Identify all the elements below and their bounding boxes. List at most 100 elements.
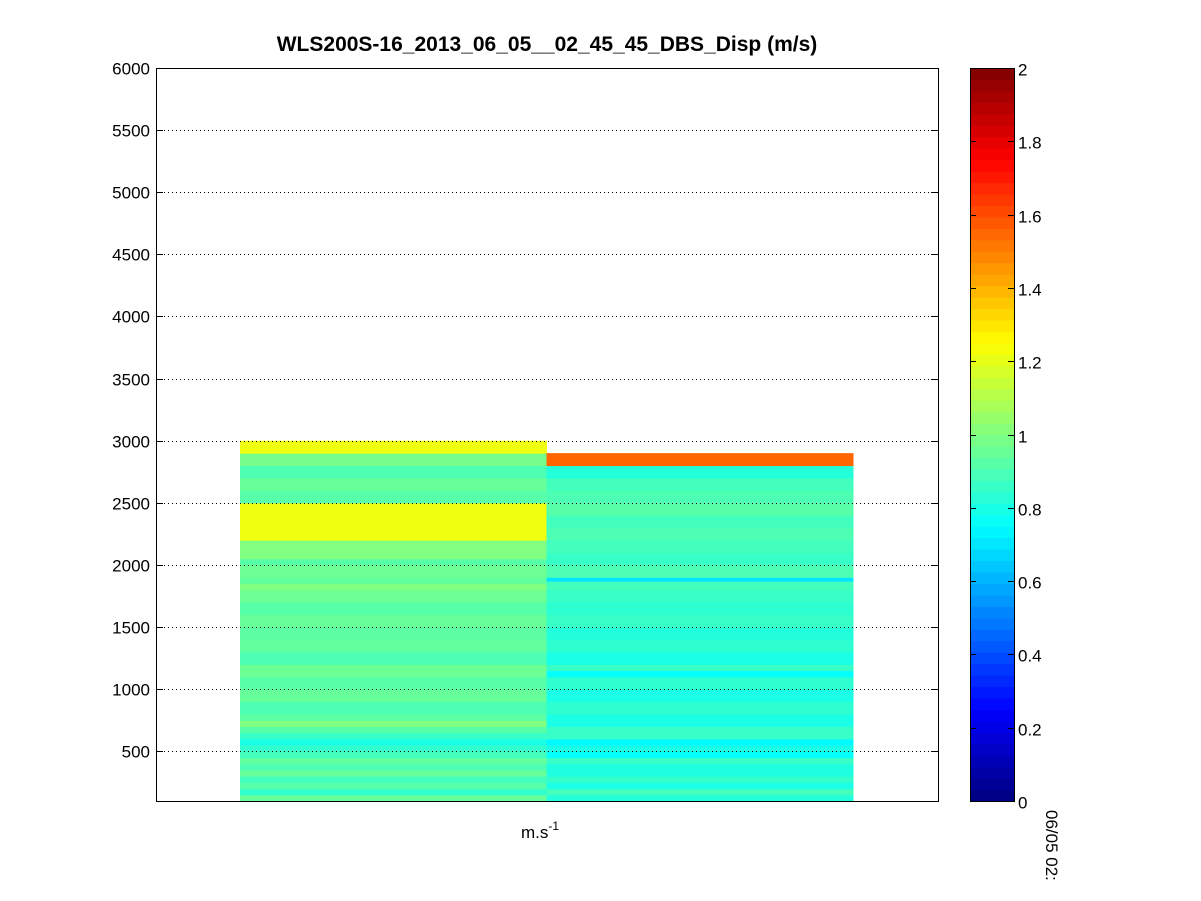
chart-title: WLS200S-16_2013_06_05__02_45_45_DBS_Disp… [277, 33, 818, 56]
heatmap-cell [546, 490, 854, 504]
heatmap-cell [240, 794, 547, 802]
heatmap-cell [546, 477, 854, 491]
heatmap-cell [546, 664, 854, 672]
heatmap-cell [546, 689, 854, 703]
colorbar-swatch [970, 606, 1014, 619]
heatmap-cell [240, 490, 547, 504]
colorbar-swatch [970, 480, 1014, 493]
heatmap-cell [546, 751, 854, 759]
colorbar-swatch [970, 537, 1014, 550]
colorbar-swatch [970, 526, 1014, 539]
colorbar-swatch [970, 411, 1014, 424]
colorbar-swatch [970, 274, 1014, 287]
heatmap-cell [546, 676, 854, 690]
colorbar-swatch [970, 755, 1014, 768]
y-tick-label: 2500 [112, 495, 150, 514]
heatmap-cell [240, 714, 547, 721]
heatmap-cell [240, 738, 547, 746]
y-tick-label: 2000 [112, 557, 150, 576]
heatmap-cell [240, 726, 547, 734]
heatmap-cells [240, 440, 854, 802]
colorbar-swatch [970, 434, 1014, 447]
colorbar-swatch [970, 136, 1014, 149]
heatmap-cell [240, 651, 547, 665]
heatmap-cell [546, 714, 854, 727]
colorbar-swatch [970, 423, 1014, 436]
x-axis-label: m.s-1 [521, 819, 559, 842]
y-tick-label: 5500 [112, 122, 150, 141]
colorbar-tick-label: 0.8 [1018, 501, 1042, 520]
heatmap-cell [546, 589, 854, 603]
colorbar-swatch [970, 193, 1014, 207]
heatmap-cell [240, 763, 547, 771]
colorbar-swatch [970, 239, 1014, 252]
heatmap-cell [240, 502, 547, 541]
x-axis-label-base: m.s [521, 823, 548, 842]
colorbar-swatch [970, 778, 1014, 791]
heatmap-cell [240, 720, 547, 727]
colorbar-tick-label: 1.4 [1018, 281, 1042, 300]
y-tick-label: 5000 [112, 184, 150, 203]
colorbar-swatch [970, 640, 1014, 653]
colorbar-swatch [970, 445, 1014, 459]
colorbar-ticks: 0 0.2 0.4 0.6 0.8 1 1.2 1.4 1.6 1.8 2 [970, 61, 1042, 813]
heatmap-cell [240, 776, 547, 783]
time-label: 06/05 02: [1042, 810, 1061, 881]
colorbar-swatch [970, 148, 1014, 161]
colorbar-swatch [970, 125, 1014, 138]
colorbar-swatch [970, 228, 1014, 241]
heatmap-cell [546, 726, 854, 740]
heatmap-cell [546, 540, 854, 554]
heatmap-cell [546, 757, 854, 765]
heatmap-cell [240, 757, 547, 765]
colorbar-swatch [970, 182, 1014, 195]
heatmap-cell [546, 614, 854, 628]
heatmap-cell [240, 664, 547, 678]
y-tick-label: 3500 [112, 371, 150, 390]
colorbar-tick-label: 1.8 [1018, 134, 1042, 153]
colorbar-swatch [970, 159, 1014, 172]
colorbar-swatch [970, 342, 1014, 355]
colorbar-swatch [970, 262, 1014, 275]
heatmap-cell [546, 515, 854, 529]
colorbar-swatch [970, 102, 1014, 115]
heatmap-cell [546, 788, 854, 796]
heatmap-cell [546, 745, 854, 752]
colorbar-swatch [970, 171, 1014, 184]
colorbar-swatch [970, 766, 1014, 779]
heatmap-cell [240, 440, 547, 454]
colorbar-swatch [970, 686, 1014, 699]
heatmap-cell [240, 627, 547, 640]
colorbar-swatch [970, 549, 1014, 562]
plot-frame [156, 68, 939, 802]
colorbar-swatch [970, 251, 1014, 264]
colorbar-swatch [970, 732, 1014, 745]
y-tick-label: 500 [122, 743, 150, 762]
colorbar-swatch [970, 354, 1014, 367]
colorbar-tick-label: 0.2 [1018, 721, 1042, 740]
colorbar-swatch [970, 789, 1014, 802]
colorbar-swatch [970, 697, 1014, 710]
heatmap-cell [240, 751, 547, 759]
heatmap-cell [240, 477, 547, 491]
colorbar-swatch [970, 90, 1014, 103]
colorbar-tick-label: 0.6 [1018, 574, 1042, 593]
colorbar-swatch [970, 457, 1014, 470]
heatmap-cell [546, 453, 854, 467]
heatmap-cell [546, 794, 854, 802]
colorbar-swatch [970, 514, 1014, 527]
colorbar-tick-label: 1 [1018, 428, 1027, 447]
colorbar-tick-label: 0.4 [1018, 647, 1042, 666]
heatmap-cell [240, 782, 547, 790]
colorbar-swatch [970, 468, 1014, 481]
colorbar-swatch [970, 285, 1014, 298]
colorbar-swatch [970, 583, 1014, 596]
colorbar-swatch [970, 205, 1014, 218]
heatmap-cell [240, 577, 547, 585]
heatmap-cell [546, 763, 854, 777]
heatmap-cell [240, 558, 547, 566]
colorbar [970, 68, 1014, 802]
y-tick-label: 1500 [112, 619, 150, 638]
colorbar-swatch [970, 652, 1014, 665]
heatmap-cell [240, 614, 547, 628]
